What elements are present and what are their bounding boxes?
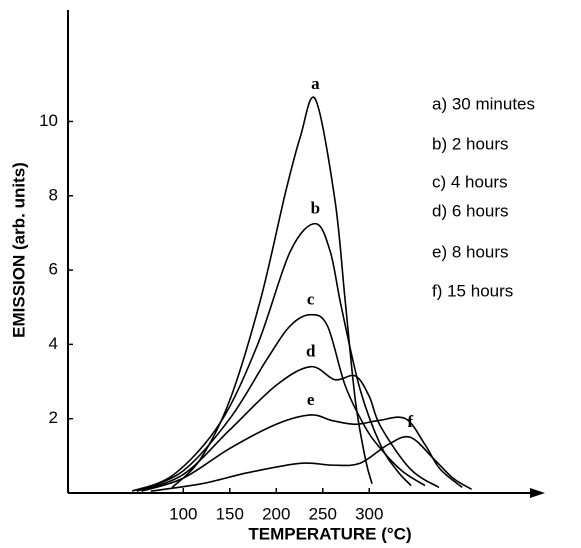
curve xyxy=(136,365,440,492)
legend-entry: f) 15 hours xyxy=(432,281,513,300)
x-axis-arrow xyxy=(530,488,545,498)
curve-label: c xyxy=(307,290,315,309)
legend-entry: e) 8 hours xyxy=(432,242,509,261)
legend-entry: a) 30 minutes xyxy=(432,94,535,113)
legend-entry: c) 4 hours xyxy=(432,172,508,191)
x-tick-label: 200 xyxy=(262,504,290,523)
y-tick-label: 8 xyxy=(49,185,58,204)
curve-label: e xyxy=(307,390,315,409)
legend-entry: d) 6 hours xyxy=(432,201,509,220)
curve xyxy=(136,313,426,492)
x-tick-label: 250 xyxy=(309,504,337,523)
x-tick-label: 100 xyxy=(169,504,197,523)
y-axis-label: EMISSION (arb. units) xyxy=(9,162,28,338)
curve xyxy=(171,96,373,489)
x-tick-label: 150 xyxy=(216,504,244,523)
y-tick-label: 10 xyxy=(39,111,58,130)
curve-label: d xyxy=(306,342,316,361)
y-tick-label: 4 xyxy=(49,334,58,353)
curve xyxy=(141,414,463,492)
legend-entry: b) 2 hours xyxy=(432,134,509,153)
x-tick-label: 300 xyxy=(355,504,383,523)
y-tick-label: 2 xyxy=(49,408,58,427)
x-axis-label: TEMPERATURE (°C) xyxy=(248,524,411,543)
curve-label: a xyxy=(311,74,320,93)
y-tick-label: 6 xyxy=(49,260,58,279)
curve xyxy=(150,435,472,492)
curve-label: b xyxy=(311,199,320,218)
curve xyxy=(131,222,412,492)
curve-label: f xyxy=(407,412,413,431)
